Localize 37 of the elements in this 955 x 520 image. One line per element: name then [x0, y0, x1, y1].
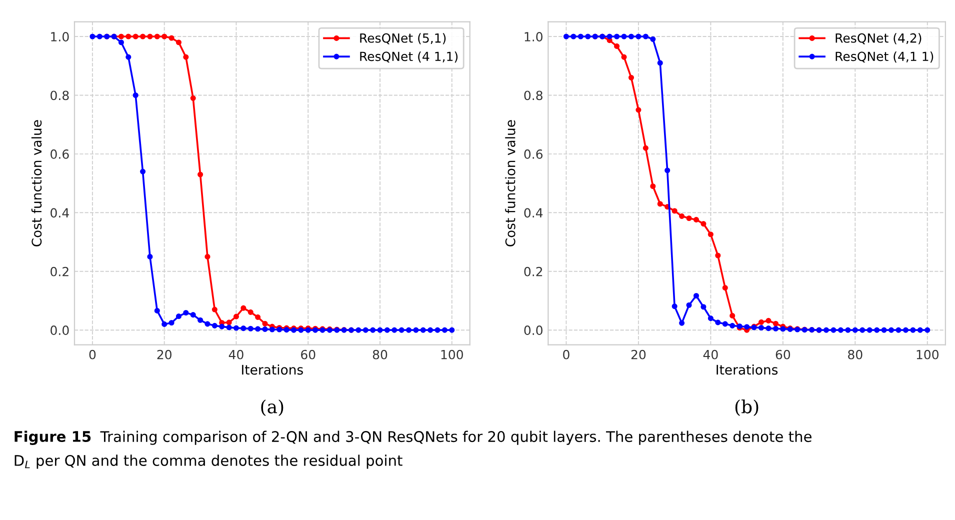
- y-tick-label: 0.8: [50, 90, 69, 100]
- x-tick-label: 40: [228, 350, 244, 360]
- legend-label: ResQNet (4,2): [836, 33, 922, 44]
- x-tick-label: 60: [301, 350, 316, 360]
- x-tick-label: 80: [848, 350, 862, 360]
- x-tick-label: 20: [157, 350, 172, 360]
- legend-label: ResQNet (5,1): [360, 33, 446, 44]
- y-tick-label: 0.0: [524, 326, 542, 336]
- y-axis-title: Cost function value: [505, 120, 516, 246]
- text: Training comparison of 2-QN and 3-QN ResQNets for 20 qubit layers. The parentheses denote the: [100, 430, 812, 445]
- y-tick-label: 0.8: [524, 90, 542, 100]
- text: D$_{L}$ per QN and the comma denotes the residual point: [14, 454, 402, 469]
- y-tick-label: 0.6: [524, 149, 543, 159]
- x-tick-label: 40: [703, 350, 718, 360]
- x-tick-label: 60: [776, 350, 790, 360]
- x-tick-label: 80: [372, 350, 388, 360]
- legend-label: ResQNet (4 1,1): [360, 51, 458, 63]
- y-tick-label: 0.0: [50, 326, 69, 336]
- y-tick-label: 1.0: [524, 32, 542, 42]
- x-axis-title: Iterations: [242, 364, 303, 375]
- x-tick-label: 0: [563, 350, 570, 360]
- x-tick-label: 20: [631, 350, 646, 360]
- y-tick-label: 0.4: [50, 208, 69, 218]
- x-axis-title: Iterations: [716, 364, 778, 375]
- y-tick-label: 0.2: [524, 266, 542, 276]
- text: (a): [261, 399, 284, 416]
- y-tick-label: 0.4: [524, 208, 543, 218]
- y-tick-label: 1.0: [51, 32, 69, 42]
- x-tick-label: 100: [441, 350, 463, 360]
- y-tick-label: 0.6: [50, 149, 69, 159]
- caption: Figure 15: [14, 430, 91, 445]
- x-tick-label: 100: [916, 350, 938, 360]
- legend-label: ResQNet (4,1 1): [836, 51, 934, 63]
- y-tick-label: 0.2: [50, 266, 68, 276]
- y-axis-title: Cost function value: [31, 120, 42, 246]
- text: (b): [735, 399, 758, 416]
- x-tick-label: 0: [89, 350, 96, 360]
